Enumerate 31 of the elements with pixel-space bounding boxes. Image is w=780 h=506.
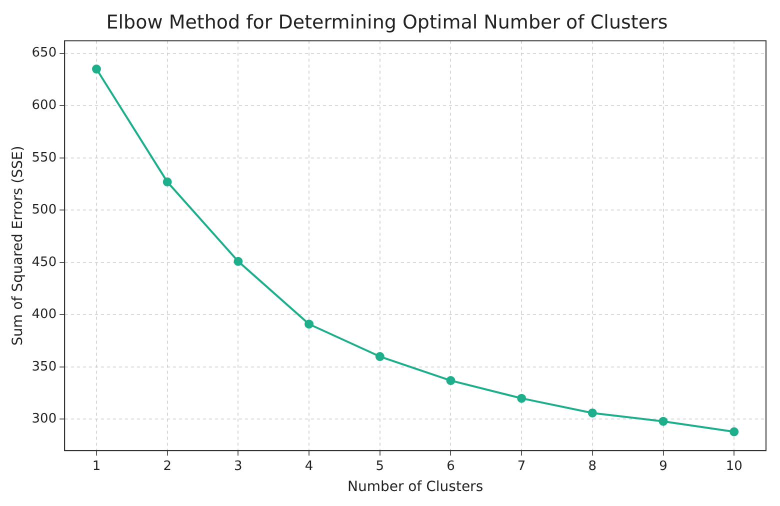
x-tick-label: 7: [517, 458, 526, 474]
y-tick-label: 350: [32, 359, 57, 374]
y-tick-label: 300: [32, 412, 57, 427]
x-tick-label: 4: [304, 458, 314, 474]
x-tick-label: 9: [659, 458, 668, 474]
point: [446, 376, 456, 386]
point: [92, 64, 101, 74]
y-tick-label: 550: [32, 150, 57, 166]
x-tick-label: 6: [446, 458, 455, 474]
y-tick-label: 600: [32, 98, 57, 113]
y-tick-label: 450: [32, 254, 57, 270]
y-tick-label: 500: [32, 202, 57, 218]
point: [730, 427, 739, 436]
y-axis-title: Sum of Squared Errors (SSE): [10, 146, 26, 346]
x-axis-title: Number of Clusters: [347, 479, 484, 496]
x-tick-label: 10: [726, 458, 742, 474]
x-tick-label: 3: [234, 458, 242, 474]
x-tick-label: 2: [163, 458, 172, 474]
point: [304, 320, 314, 329]
point: [234, 256, 243, 266]
point: [162, 177, 172, 186]
x-tick-label: 8: [588, 458, 597, 474]
x-tick-label: 1: [92, 458, 101, 474]
point: [658, 416, 668, 426]
point: [375, 352, 384, 362]
point: [517, 394, 526, 403]
y-tick-label: 400: [32, 307, 57, 322]
chart-title: Elbow Method for Determining Optimal Number of Clusters: [106, 11, 668, 34]
y-tick-label: 650: [32, 46, 57, 61]
point: [588, 408, 597, 418]
x-tick-label: 5: [376, 458, 384, 474]
